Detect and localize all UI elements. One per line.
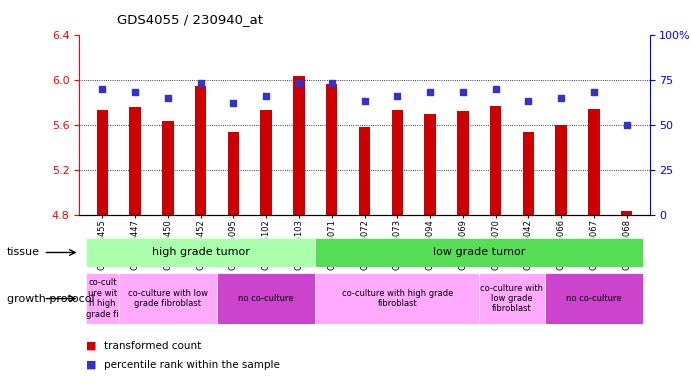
Text: transformed count: transformed count [104, 341, 201, 351]
Point [556, 95, 567, 101]
Text: growth protocol: growth protocol [7, 293, 95, 304]
Bar [228, 132, 239, 215]
Bar [261, 110, 272, 215]
Point [588, 89, 599, 95]
Point [326, 80, 337, 86]
Bar [195, 86, 207, 215]
Point [294, 80, 305, 86]
Bar [621, 210, 632, 215]
Point [621, 122, 632, 128]
Point [457, 89, 468, 95]
Bar [424, 114, 436, 215]
Text: no co-culture: no co-culture [238, 294, 294, 303]
Bar [588, 109, 600, 215]
Bar [479, 273, 545, 324]
Bar [392, 110, 403, 215]
Point [523, 98, 534, 104]
Point [228, 100, 239, 106]
Bar [556, 125, 567, 215]
Text: ■: ■ [86, 360, 97, 370]
Text: low grade tumor: low grade tumor [433, 247, 525, 258]
Bar [457, 111, 468, 215]
Bar [119, 273, 217, 324]
Bar [86, 238, 315, 267]
Bar [293, 76, 305, 215]
Bar [217, 273, 315, 324]
Text: no co-culture: no co-culture [566, 294, 622, 303]
Text: co-culture with low
grade fibroblast: co-culture with low grade fibroblast [128, 289, 208, 308]
Bar [129, 107, 141, 215]
Bar [545, 273, 643, 324]
Bar [315, 238, 643, 267]
Point [261, 93, 272, 99]
Point [162, 95, 173, 101]
Bar [522, 132, 534, 215]
Bar [315, 273, 479, 324]
Text: co-culture with
low grade
fibroblast: co-culture with low grade fibroblast [480, 284, 543, 313]
Text: co-cult
ure wit
h high
grade fi: co-cult ure wit h high grade fi [86, 278, 119, 319]
Bar [359, 127, 370, 215]
Point [490, 86, 501, 92]
Text: GDS4055 / 230940_at: GDS4055 / 230940_at [117, 13, 263, 26]
Bar [86, 273, 119, 324]
Point [424, 89, 435, 95]
Text: tissue: tissue [7, 247, 40, 258]
Text: percentile rank within the sample: percentile rank within the sample [104, 360, 280, 370]
Bar [326, 84, 337, 215]
Text: high grade tumor: high grade tumor [152, 247, 249, 258]
Text: ■: ■ [86, 341, 97, 351]
Bar [97, 110, 108, 215]
Point [392, 93, 403, 99]
Point [97, 86, 108, 92]
Bar [162, 121, 173, 215]
Text: co-culture with high grade
fibroblast: co-culture with high grade fibroblast [341, 289, 453, 308]
Point [130, 89, 141, 95]
Point [359, 98, 370, 104]
Point [195, 80, 206, 86]
Bar [490, 106, 501, 215]
